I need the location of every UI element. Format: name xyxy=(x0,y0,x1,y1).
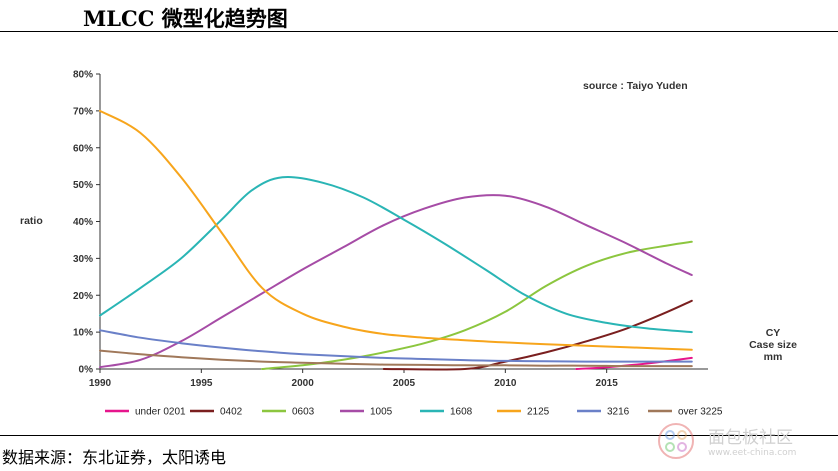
y-tick-label: 20% xyxy=(73,291,93,302)
watermark-logo xyxy=(658,423,694,459)
y-axis: 0% 10% 20% 30% 40% 50% 60% 70% 80% xyxy=(73,70,101,376)
x-tick-label: 2005 xyxy=(393,378,416,389)
series-line-3216 xyxy=(99,329,693,363)
page-title: MLCC 微型化趋势图 xyxy=(83,6,288,31)
watermark-text: 面包板社区 xyxy=(708,428,793,448)
y-axis-label: ratio xyxy=(20,215,43,227)
y-tick-label: 30% xyxy=(73,254,93,265)
series-line-0603 xyxy=(261,240,693,370)
legend-label: 1608 xyxy=(450,407,473,418)
y-tick-label: 80% xyxy=(73,70,93,81)
series-lines xyxy=(99,109,693,371)
legend-label: 0402 xyxy=(220,407,243,418)
y-tick-label: 60% xyxy=(73,143,93,154)
legend: under 0201 0402 0603 1005 1608 2125 3216 over 3… xyxy=(105,407,723,418)
legend-label: 2125 xyxy=(527,407,550,418)
bottom-divider xyxy=(0,435,838,436)
x-tick-label: 2000 xyxy=(292,378,315,389)
series-line-under-0201 xyxy=(575,356,693,370)
data-source-note: 数据来源：东北证券，太阳诱电 xyxy=(2,448,227,467)
x-tick-label: 1995 xyxy=(190,378,213,389)
x-axis-label-line: Case size xyxy=(749,339,797,351)
x-tick-label: 2010 xyxy=(494,378,517,389)
y-tick-label: 0% xyxy=(79,365,94,376)
line-chart: 0% 10% 20% 30% 40% 50% 60% 70% 80% 1990 1995 2000 2… xyxy=(20,70,797,418)
series-line-0402 xyxy=(382,299,693,371)
legend-label: 3216 xyxy=(607,407,630,418)
legend-label: over 3225 xyxy=(678,407,723,418)
y-tick-label: 70% xyxy=(73,106,93,117)
x-tick-label: 1990 xyxy=(89,378,112,389)
x-axis-label-line: mm xyxy=(764,351,783,363)
y-tick-label: 40% xyxy=(73,217,93,228)
legend-label: 1005 xyxy=(370,407,393,418)
top-divider xyxy=(0,31,838,32)
y-tick-label: 10% xyxy=(73,328,93,339)
series-line-over-3225 xyxy=(99,349,693,368)
x-axis-label: CY Case size mm xyxy=(749,327,797,363)
legend-label: 0603 xyxy=(292,407,315,418)
series-line-1608 xyxy=(99,176,693,334)
y-tick-label: 50% xyxy=(73,180,93,191)
x-tick-label: 2015 xyxy=(596,378,619,389)
watermark-subtext: www.eet-china.com xyxy=(708,448,797,458)
legend-label: under 0201 xyxy=(135,407,186,418)
series-line-2125 xyxy=(99,109,693,351)
series-line-1005 xyxy=(99,194,693,369)
x-axis-label-line: CY xyxy=(766,327,781,339)
source-annotation: source : Taiyo Yuden xyxy=(583,80,688,92)
x-axis: 1990 1995 2000 2005 2010 2015 xyxy=(89,368,708,389)
